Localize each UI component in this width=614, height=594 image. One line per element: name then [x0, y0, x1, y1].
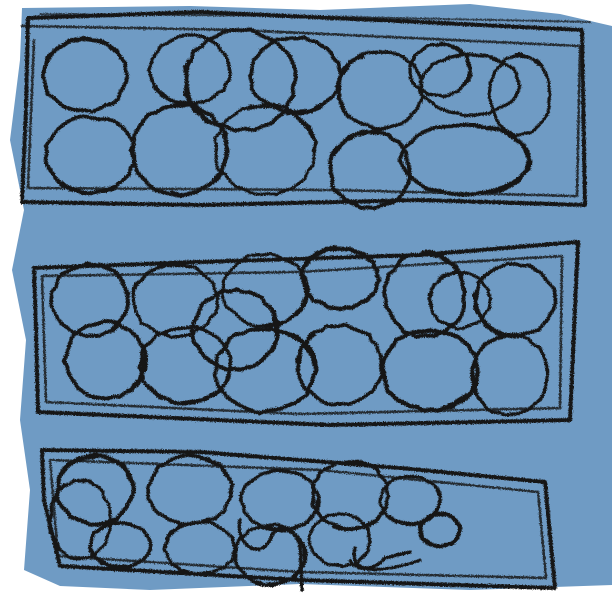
circle-middle-12 [470, 332, 550, 417]
circle-bottom-3 [239, 468, 321, 533]
circle-top-5 [418, 52, 522, 118]
circle-middle-1 [49, 261, 131, 338]
circle-top-1 [40, 36, 130, 114]
circle-bottom-7 [162, 520, 237, 576]
circle-top-9 [213, 101, 318, 197]
circle-bottom-9 [307, 512, 372, 569]
circle-top-8 [128, 102, 230, 199]
circle-middle-4 [299, 245, 382, 312]
circle-middle-8 [137, 324, 233, 406]
circle-sketches [40, 27, 558, 588]
circle-middle-13 [189, 287, 281, 372]
circle-middle-3 [220, 252, 311, 329]
circle-top-13 [182, 27, 298, 133]
circle-bottom-10 [47, 477, 113, 561]
circle-middle-14 [427, 270, 493, 331]
circle-middle-11 [380, 328, 480, 414]
circle-middle-5 [382, 249, 467, 340]
circle-top-11 [397, 122, 533, 197]
circle-middle-2 [131, 261, 220, 339]
circle-top-7 [43, 114, 137, 196]
circle-bottom-1 [54, 452, 136, 527]
circle-bottom-2 [146, 453, 235, 526]
circle-middle-6 [472, 261, 558, 339]
circle-top-12 [408, 41, 473, 99]
circle-top-10 [328, 129, 412, 211]
circle-middle-10 [295, 322, 385, 407]
circle-bottom-4 [310, 459, 391, 532]
circle-bottom-11 [417, 511, 463, 549]
bottom-scribbles [237, 518, 422, 592]
circle-bottom-6 [87, 521, 153, 569]
